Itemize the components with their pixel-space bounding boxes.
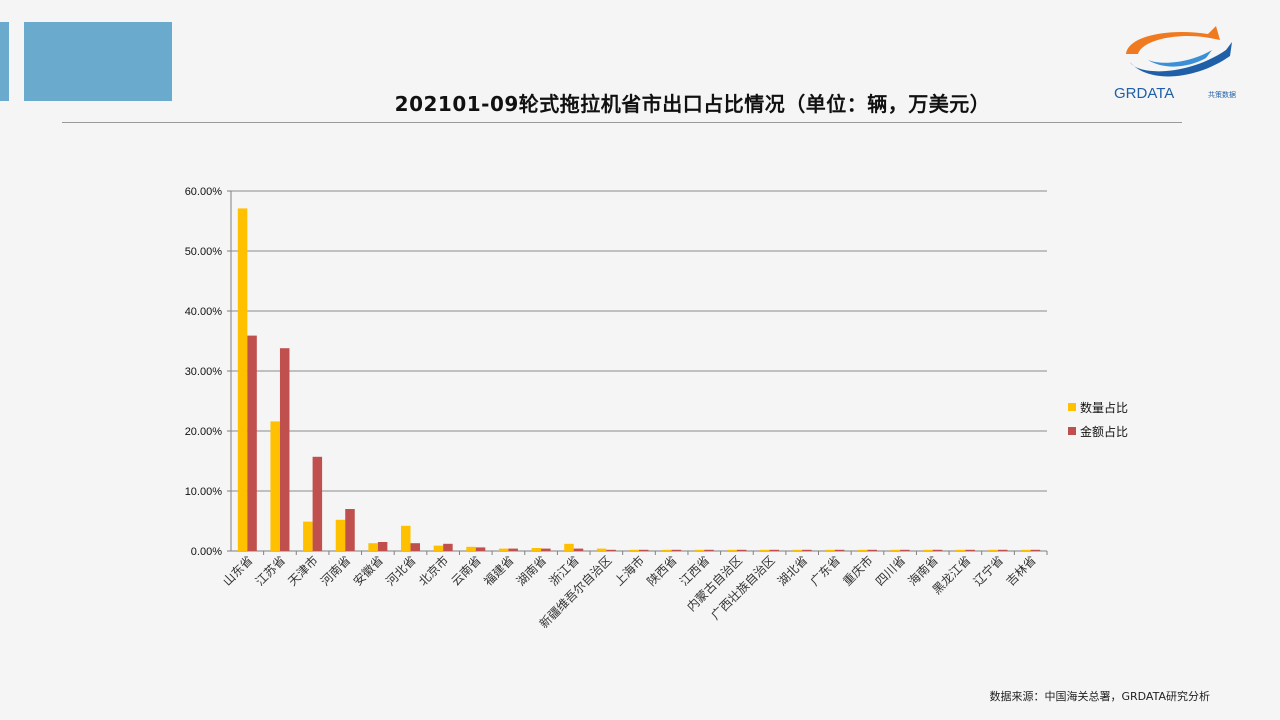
bar-amount — [769, 549, 780, 551]
bar-quantity — [890, 549, 901, 551]
bar-quantity — [1021, 549, 1031, 551]
bar-quantity — [401, 525, 411, 551]
bar-quantity — [270, 421, 280, 551]
bar-amount — [965, 549, 975, 551]
x-tick-label: 江苏省 — [253, 553, 288, 588]
bar-amount — [1030, 549, 1041, 551]
x-tick-label: 河北省 — [383, 553, 418, 588]
accent-bar — [0, 22, 9, 101]
x-tick-label: 陕西省 — [644, 553, 680, 589]
x-tick-label: 湖北省 — [774, 553, 810, 589]
legend-item-quantity: 数量占比 — [1068, 395, 1128, 419]
bar-quantity — [237, 208, 248, 551]
chart-legend: 数量占比 金额占比 — [1068, 395, 1128, 443]
page-title: 202101-09轮式拖拉机省市出口占比情况（单位：辆，万美元） — [394, 92, 991, 116]
bar-amount — [932, 549, 943, 551]
data-source-note: 数据来源：中国海关总署，GRDATA研究分析 — [989, 690, 1210, 703]
y-tick-label: 0.00% — [191, 546, 222, 558]
title-divider — [62, 122, 1182, 123]
bar-quantity — [531, 548, 542, 551]
bar-amount — [377, 542, 388, 551]
x-tick-label: 河南省 — [317, 553, 353, 589]
bar-amount — [606, 549, 616, 551]
y-tick-label: 30.00% — [185, 366, 223, 378]
y-tick-label: 60.00% — [185, 186, 223, 198]
y-tick-label: 20.00% — [185, 426, 223, 438]
bar-amount — [802, 549, 812, 551]
bar-amount — [704, 549, 714, 551]
bar-amount — [279, 348, 290, 551]
bar-quantity — [792, 549, 803, 551]
bar-amount — [541, 548, 551, 551]
bar-amount — [345, 509, 355, 551]
bar-amount — [639, 549, 649, 551]
y-tick-label: 10.00% — [185, 486, 223, 498]
bar-amount — [998, 549, 1008, 551]
bar-quantity — [662, 549, 672, 551]
bar-amount — [443, 543, 453, 551]
bar-quantity — [335, 519, 346, 551]
x-tick-label: 山东省 — [220, 553, 255, 588]
bar-quantity — [368, 543, 378, 551]
bar-quantity — [694, 549, 705, 551]
bar-amount — [867, 549, 877, 551]
bar-amount — [573, 548, 584, 551]
logo-text: GRDATA — [1114, 85, 1174, 102]
legend-swatch-amount — [1068, 427, 1076, 435]
bar-quantity — [303, 521, 313, 551]
legend-item-amount: 金额占比 — [1068, 419, 1128, 443]
legend-swatch-quantity — [1068, 403, 1076, 411]
x-tick-label: 重庆市 — [840, 553, 876, 589]
x-tick-label: 上海市 — [611, 553, 647, 589]
bar-quantity — [498, 548, 509, 551]
y-tick-label: 40.00% — [185, 306, 223, 318]
bar-amount — [312, 456, 323, 551]
y-tick-label: 50.00% — [185, 246, 223, 258]
bar-quantity — [923, 549, 933, 551]
x-tick-label: 辽宁省 — [970, 553, 1006, 589]
legend-label-amount: 金额占比 — [1080, 424, 1129, 439]
bar-amount — [410, 543, 421, 551]
bar-amount — [900, 549, 910, 551]
x-tick-label: 北京市 — [415, 553, 451, 589]
bar-quantity — [727, 549, 737, 551]
x-tick-label: 安徽省 — [350, 553, 386, 589]
bar-quantity — [433, 545, 444, 551]
logo-subtext: 共策数据 — [1208, 90, 1236, 99]
bar-quantity — [629, 549, 639, 551]
x-tick-label: 吉林省 — [1003, 553, 1038, 588]
bar-amount — [475, 547, 486, 551]
bar-amount — [508, 548, 518, 551]
bar-quantity — [596, 548, 607, 551]
x-tick-label: 云南省 — [448, 553, 484, 589]
bar-amount — [834, 549, 845, 551]
bar-quantity — [466, 546, 476, 551]
x-tick-label: 福建省 — [480, 553, 516, 589]
bar-amount — [671, 549, 682, 551]
accent-block — [24, 22, 172, 101]
x-tick-label: 广东省 — [808, 553, 843, 588]
x-tick-label: 湖南省 — [513, 553, 549, 589]
bar-amount — [247, 335, 257, 551]
grdata-logo: GRDATA 共策数据 — [1114, 26, 1236, 102]
legend-label-quantity: 数量占比 — [1080, 400, 1129, 415]
x-tick-label: 天津市 — [285, 553, 321, 589]
bar-quantity — [988, 549, 999, 551]
x-tick-label: 四川省 — [873, 553, 908, 588]
bar-quantity — [857, 549, 868, 551]
bar-amount — [736, 549, 747, 551]
bar-quantity — [564, 543, 574, 551]
bar-quantity — [825, 549, 835, 551]
bar-quantity — [760, 549, 770, 551]
bar-quantity — [955, 549, 966, 551]
